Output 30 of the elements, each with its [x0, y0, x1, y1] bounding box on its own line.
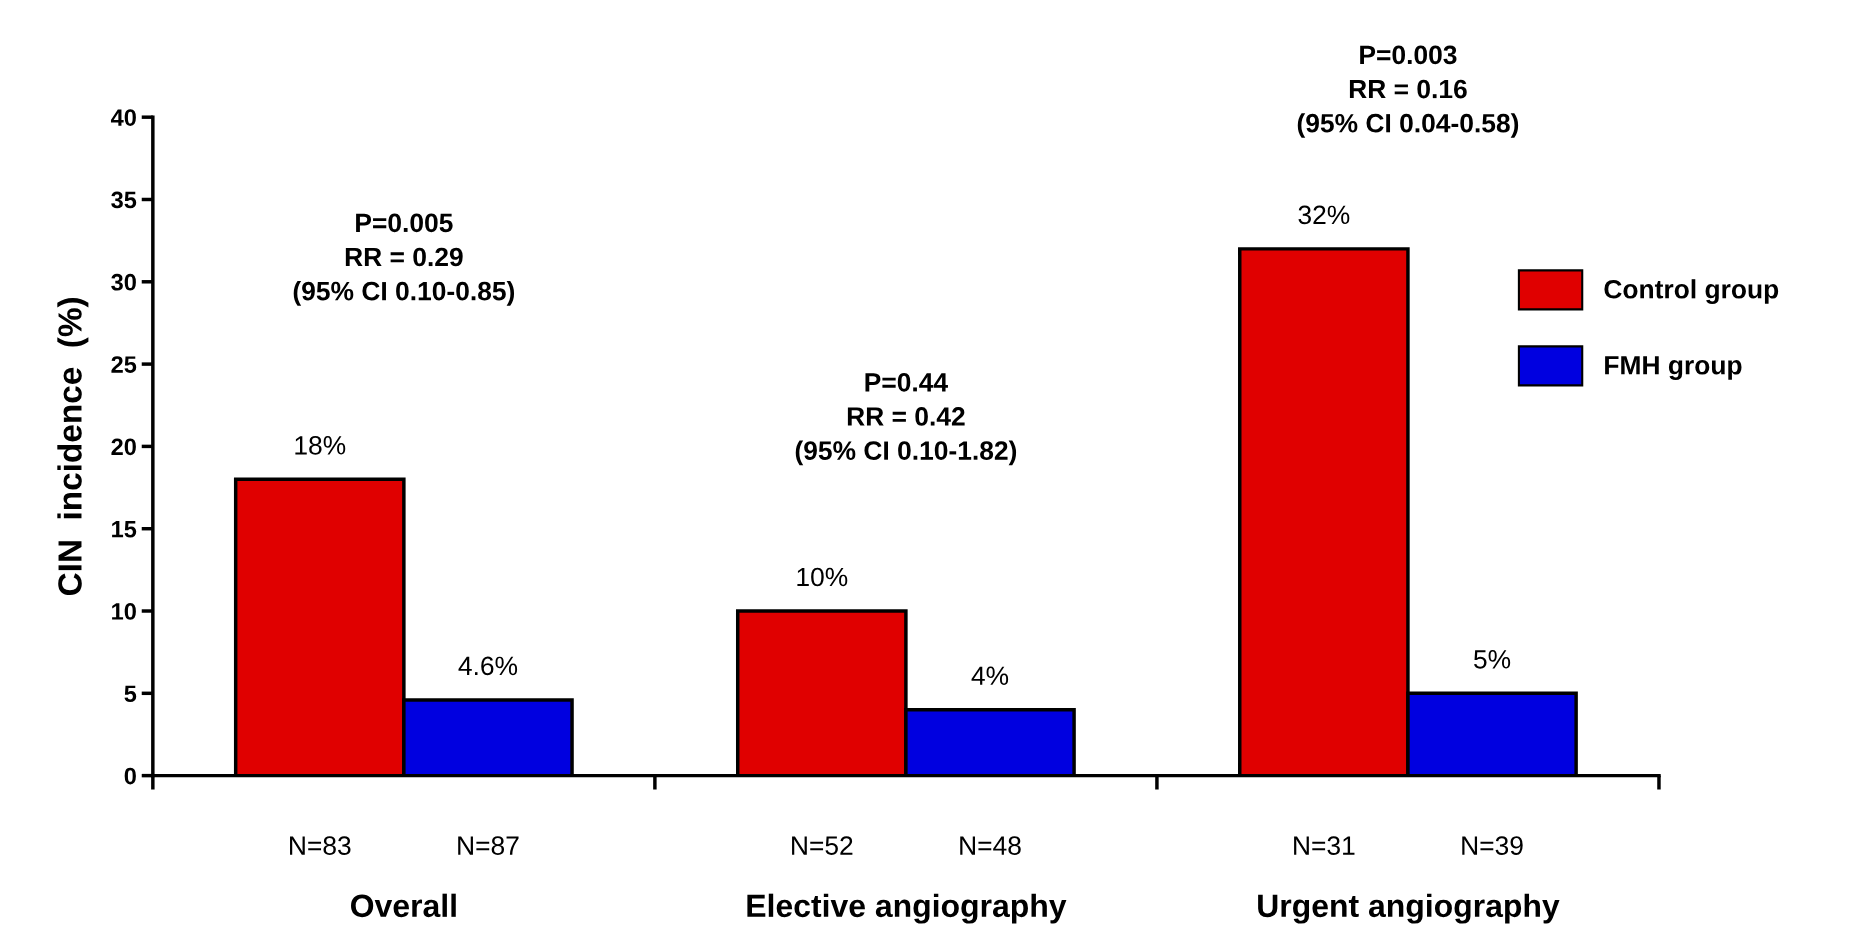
legend-label: Control group: [1604, 279, 1779, 304]
y-tick-label: 15: [112, 521, 137, 538]
data-label: 4%: [971, 666, 1009, 686]
data-label: 5%: [1474, 650, 1511, 669]
y-tick-label: 5: [124, 685, 137, 703]
data-label: 32%: [1298, 205, 1350, 225]
annotation: P=0.003 RR = 0.16 (95% CI 0.04-0.58): [1297, 45, 1519, 138]
y-tick-label: 40: [110, 109, 136, 126]
x-tick-label: Urgent angiography: [1258, 893, 1560, 924]
text: N=31: [1294, 836, 1355, 855]
y-tick-label: 35: [111, 191, 137, 209]
text: N=83: [290, 836, 351, 855]
text: N=48: [960, 836, 1021, 855]
annotation: P=0.44 RR = 0.42 (95% CI 0.10-1.82): [795, 372, 1017, 466]
legend-label: FMH group: [1605, 356, 1742, 380]
y-axis-title: CIN incidence (%): [57, 298, 89, 596]
data-label: 18%: [295, 435, 346, 455]
x-tick-label: Elective angiography: [747, 893, 1067, 924]
data-label: 10%: [797, 567, 848, 587]
text: N=87: [458, 836, 519, 855]
annotation: P=0.005 RR = 0.29 (95% CI 0.10-0.85): [293, 213, 515, 306]
y-tick-label: 25: [111, 356, 137, 373]
x-tick-label: Overall: [351, 893, 456, 918]
y-tick-label: 20: [111, 438, 136, 456]
text: N=39: [1462, 836, 1523, 855]
data-label: 4.6%: [458, 656, 518, 676]
text: N=52: [792, 836, 853, 855]
y-tick-label: 0: [124, 767, 136, 785]
y-tick-label: 10: [112, 603, 136, 620]
y-tick-label: 30: [111, 273, 136, 291]
